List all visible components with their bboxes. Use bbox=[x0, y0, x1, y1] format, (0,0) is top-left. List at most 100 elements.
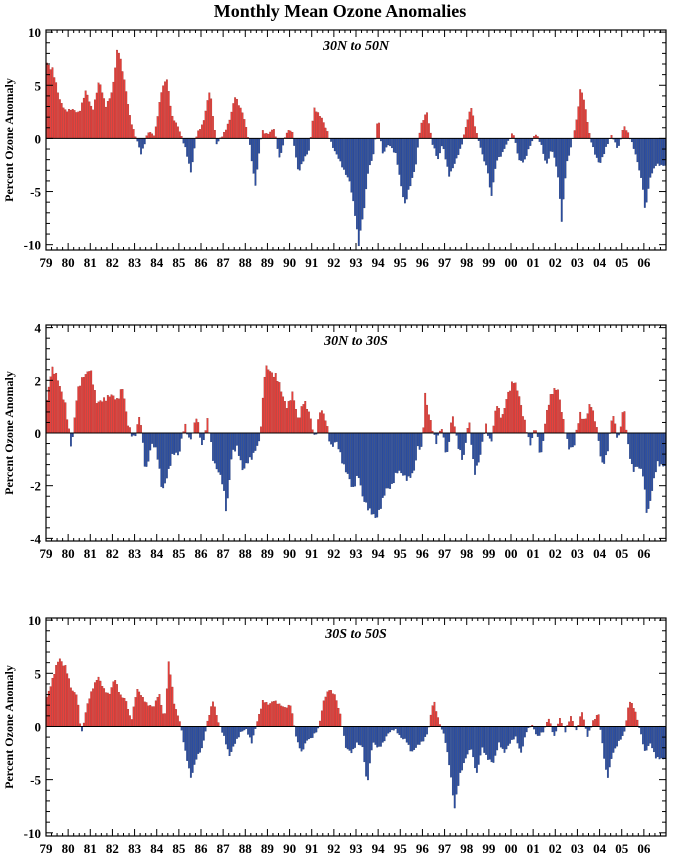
bar-mark bbox=[400, 432, 403, 474]
bar-mark bbox=[145, 702, 148, 727]
bar-mark bbox=[512, 383, 515, 434]
x-tick-label: 97 bbox=[438, 546, 452, 561]
bar-mark bbox=[86, 371, 89, 434]
bar-mark bbox=[553, 138, 556, 158]
bar-mark bbox=[662, 138, 665, 166]
bar-mark bbox=[618, 726, 620, 741]
x-tick-label: 81 bbox=[84, 841, 97, 856]
bar-mark bbox=[424, 392, 427, 434]
bar-mark bbox=[188, 432, 190, 438]
bar-mark bbox=[57, 661, 59, 727]
bar-mark bbox=[260, 426, 262, 434]
bar-mark bbox=[638, 432, 641, 469]
bar-mark bbox=[616, 432, 619, 438]
bar-mark bbox=[293, 400, 296, 434]
bar-mark bbox=[588, 404, 591, 434]
bar-mark bbox=[88, 698, 91, 727]
bar-mark bbox=[402, 432, 404, 476]
bar-mark bbox=[346, 432, 349, 474]
bar-mark bbox=[112, 395, 115, 434]
bar-mark bbox=[236, 432, 238, 446]
bar-mark bbox=[64, 665, 67, 727]
bar-mark bbox=[385, 138, 388, 148]
bar-mark bbox=[138, 417, 141, 434]
bar-mark bbox=[199, 129, 201, 139]
bar-mark bbox=[654, 726, 657, 759]
bar-mark bbox=[570, 432, 572, 448]
bar-mark bbox=[616, 726, 619, 747]
bar-mark bbox=[49, 376, 52, 434]
bar-mark bbox=[245, 127, 248, 139]
bar-mark bbox=[420, 726, 423, 742]
bar-mark bbox=[60, 391, 63, 434]
bar-mark bbox=[125, 411, 128, 434]
bar-mark bbox=[77, 386, 80, 434]
bar-mark bbox=[479, 432, 482, 455]
bar-mark bbox=[156, 697, 159, 727]
bar-mark bbox=[241, 726, 244, 732]
bar-mark bbox=[494, 726, 497, 756]
bar-mark bbox=[165, 688, 168, 727]
bar-mark bbox=[213, 129, 216, 139]
bar-mark bbox=[158, 432, 161, 469]
bar-mark bbox=[350, 726, 353, 754]
bar-mark bbox=[444, 726, 447, 743]
bar-mark bbox=[619, 726, 622, 740]
x-tick-label: 99 bbox=[482, 546, 496, 561]
bar-mark bbox=[123, 79, 126, 139]
bar-mark bbox=[53, 373, 56, 434]
bar-mark bbox=[581, 92, 583, 139]
bar-mark bbox=[177, 432, 179, 456]
bar-mark bbox=[256, 721, 259, 727]
x-tick-label: 93 bbox=[350, 255, 364, 270]
bar-mark bbox=[361, 138, 364, 220]
bar-mark bbox=[512, 726, 515, 740]
x-tick-label: 04 bbox=[593, 546, 607, 561]
bar-mark bbox=[300, 138, 303, 165]
bar-mark bbox=[479, 138, 482, 148]
bar-mark bbox=[527, 432, 530, 438]
bar-mark bbox=[236, 726, 238, 739]
x-tick-label: 80 bbox=[62, 546, 75, 561]
bar-mark bbox=[656, 138, 659, 164]
bar-mark bbox=[400, 138, 403, 187]
bar-mark bbox=[302, 138, 305, 162]
x-tick-label: 03 bbox=[571, 546, 585, 561]
bar-mark bbox=[243, 726, 246, 731]
bar-mark bbox=[610, 726, 613, 759]
bar-mark bbox=[573, 130, 576, 139]
bar-mark bbox=[215, 432, 218, 470]
bar-mark bbox=[130, 432, 133, 437]
bar-mark bbox=[119, 694, 122, 727]
bar-mark bbox=[90, 691, 93, 727]
bar-mark bbox=[595, 427, 598, 434]
bar-mark bbox=[57, 380, 59, 434]
bar-mark bbox=[47, 690, 50, 727]
x-tick-label: 91 bbox=[305, 255, 318, 270]
bar-mark bbox=[457, 432, 460, 449]
bar-mark bbox=[516, 138, 519, 154]
bar-mark bbox=[404, 138, 406, 204]
bar-mark bbox=[651, 726, 654, 749]
bar-mark bbox=[494, 410, 497, 434]
bar-mark bbox=[132, 706, 135, 727]
bar-mark bbox=[84, 90, 87, 139]
bar-mark bbox=[492, 726, 495, 763]
bar-mark bbox=[88, 371, 91, 434]
bar-mark bbox=[285, 408, 288, 434]
bar-mark bbox=[544, 423, 547, 434]
bar-mark bbox=[595, 715, 598, 727]
bar-mark bbox=[136, 689, 139, 727]
bar-mark bbox=[627, 132, 630, 139]
bar-mark bbox=[226, 726, 229, 750]
bar-mark bbox=[442, 432, 445, 438]
bar-mark bbox=[320, 117, 323, 139]
x-tick-label: 90 bbox=[283, 255, 296, 270]
bar-mark bbox=[499, 138, 502, 157]
bar-mark bbox=[180, 432, 183, 439]
bar-mark bbox=[304, 726, 307, 744]
bar-mark bbox=[343, 138, 345, 170]
bar-mark bbox=[463, 726, 465, 764]
bar-mark bbox=[461, 726, 464, 771]
bar-mark bbox=[588, 726, 591, 731]
